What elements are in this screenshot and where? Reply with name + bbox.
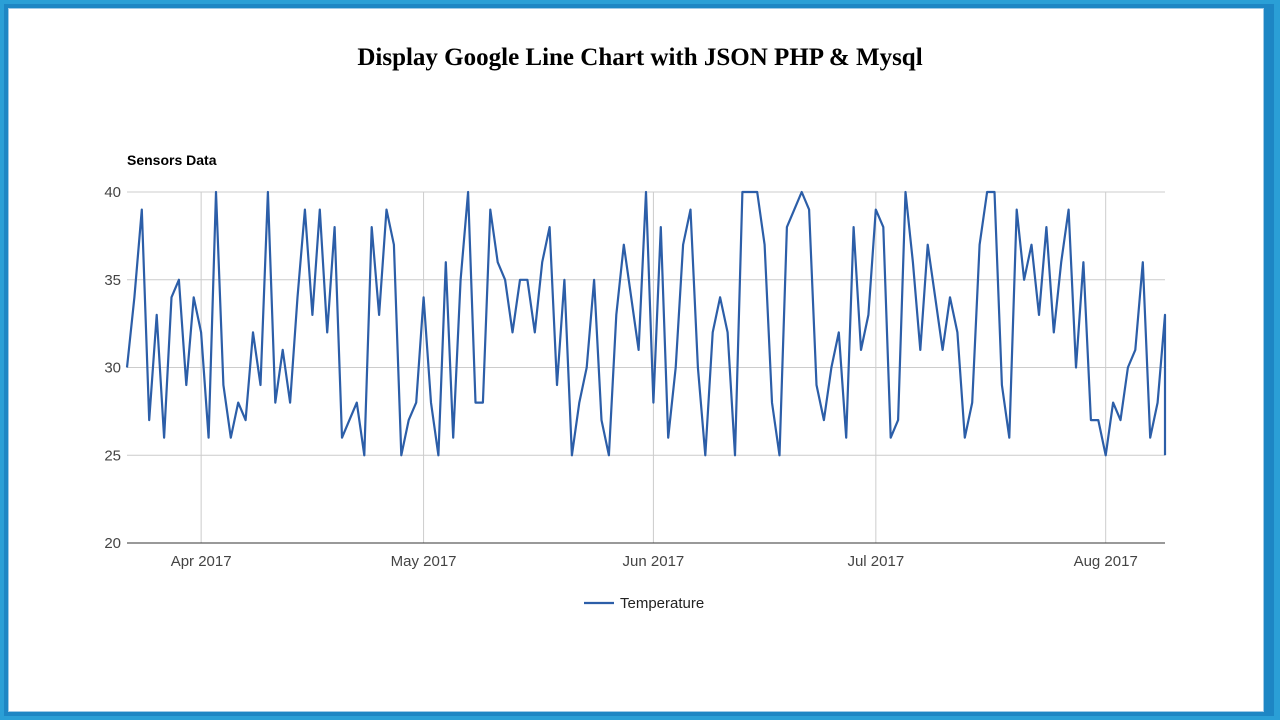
y-tick-label: 20: [104, 535, 121, 552]
x-tick-label: May 2017: [391, 553, 457, 570]
x-tick-label: Jun 2017: [623, 553, 685, 570]
y-tick-label: 30: [104, 360, 121, 377]
page-canvas: [8, 8, 1264, 712]
x-axis-ticks: Apr 2017 May 2017 Jun 2017 Jul 2017 Aug 2017: [171, 553, 1138, 570]
chart-title: Sensors Data: [127, 152, 217, 168]
x-tick-label: Aug 2017: [1074, 553, 1138, 570]
y-tick-label: 35: [104, 272, 121, 289]
y-tick-label: 25: [104, 447, 121, 464]
x-tick-label: Jul 2017: [847, 553, 904, 570]
legend-label: Temperature: [620, 595, 704, 612]
page-title: Display Google Line Chart with JSON PHP …: [357, 44, 923, 71]
y-tick-label: 40: [104, 184, 121, 201]
y-axis-ticks: 20 25 30 35 40: [104, 184, 121, 552]
legend[interactable]: Temperature: [584, 595, 704, 612]
temperature-series-line[interactable]: [125, 190, 1167, 457]
x-tick-label: Apr 2017: [171, 553, 232, 570]
